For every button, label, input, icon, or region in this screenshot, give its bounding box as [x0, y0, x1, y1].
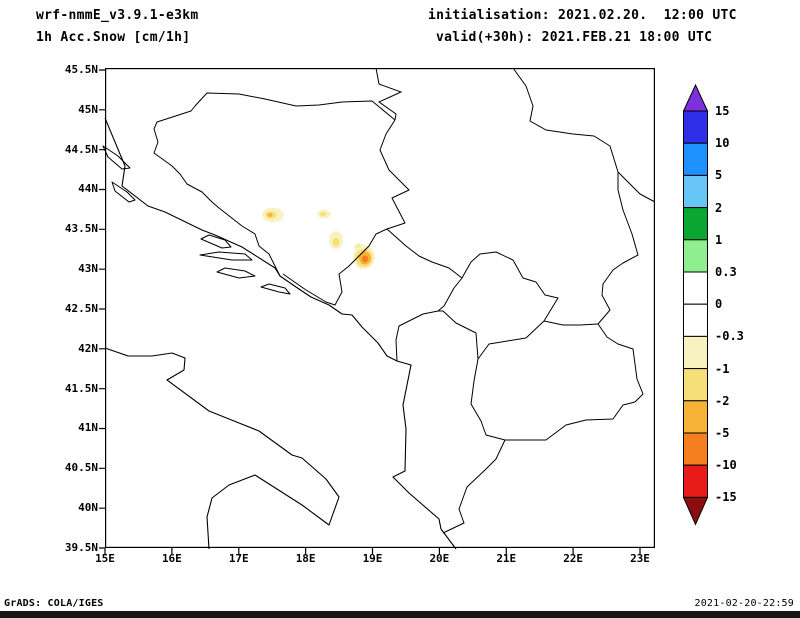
lat-label: 44.5N — [64, 142, 98, 156]
lon-label: 18E — [295, 552, 316, 565]
colorbar-segment — [683, 110, 708, 144]
lon-label: 15E — [95, 552, 115, 565]
colorbar-label: 5 — [715, 168, 723, 182]
lat-label: 41.5N — [64, 381, 98, 395]
border-albania-macedonia — [470, 358, 506, 441]
colorbar-segment — [683, 432, 708, 466]
colorbar-label: 15 — [715, 104, 730, 118]
colorbar-segment — [683, 174, 708, 209]
colorbar-arrow-top — [683, 84, 709, 112]
border-croatia-serbia-danube — [375, 67, 403, 121]
border-macedonia-bulgaria — [597, 323, 644, 403]
lon-label: 22E — [563, 552, 584, 565]
snow-patch — [332, 238, 340, 246]
coastline-italy — [104, 347, 340, 550]
snow-patch-herzegovina-west — [262, 208, 284, 222]
colorbar: 15 10 5 2 1 0.3 0 -0.3 -1 -2 -5 -10 -15 — [683, 84, 763, 526]
axis-ticks-left — [99, 69, 105, 549]
grads-credit: GrADS: COLA/IGES — [4, 598, 104, 609]
snow-patch — [361, 255, 369, 263]
border-montenegro — [386, 228, 463, 362]
colorbar-segment — [683, 303, 708, 337]
lon-label: 17E — [228, 552, 249, 565]
colorbar-label: 1 — [715, 233, 723, 247]
lat-label: 42.5N — [64, 301, 98, 315]
colorbar-segment — [683, 271, 708, 305]
border-bosnia-south-east — [282, 119, 410, 306]
lon-label: 21E — [496, 552, 517, 565]
map-frame — [105, 68, 655, 548]
colorbar-label: -2 — [715, 394, 730, 408]
valid-time: valid(+30h): 2021.FEB.21 18:00 UTC — [436, 30, 713, 45]
lat-label: 40N — [78, 501, 98, 515]
lat-label: 39.5N — [64, 540, 98, 554]
lat-label: 42N — [78, 341, 98, 355]
colorbar-scale — [683, 84, 709, 526]
colorbar-segment — [683, 207, 708, 241]
colorbar-label: 0 — [715, 297, 723, 311]
colorbar-label: 0.3 — [715, 265, 737, 279]
lon-label: 23E — [630, 552, 650, 565]
colorbar-arrow-bottom — [683, 496, 709, 526]
lat-label: 41N — [78, 421, 98, 435]
initialisation-time: initialisation: 2021.02.20. 12:00 UTC — [428, 8, 737, 23]
bottom-edge-bar — [0, 611, 800, 618]
colorbar-segment — [683, 335, 708, 370]
snow-patch-east-bosnia — [329, 231, 343, 249]
snow-patch-sarajevo-area — [317, 209, 331, 219]
lon-axis-labels: 15E 16E 17E 18E 19E 20E 21E 22E 23E — [87, 552, 658, 565]
model-title: wrf-nmmE_v3.9.1-e3km — [36, 8, 199, 23]
colorbar-label: -5 — [715, 426, 730, 440]
coastline-adriatic-east — [104, 117, 457, 550]
lat-label: 45.5N — [64, 63, 98, 76]
colorbar-label: -10 — [715, 458, 737, 472]
lat-label: 43N — [78, 262, 98, 276]
border-macedonia-greece — [505, 401, 636, 441]
snow-patch — [267, 213, 273, 217]
lon-label: 16E — [161, 552, 182, 565]
colorbar-segment — [683, 400, 708, 434]
variable-title: 1h Acc.Snow [cm/1h] — [36, 30, 191, 45]
border-serbia-romania-danube — [512, 67, 656, 203]
colorbar-label: -0.3 — [715, 329, 744, 343]
border-albania-greece — [442, 439, 506, 534]
colorbar-label: -15 — [715, 490, 737, 504]
colorbar-segment — [683, 464, 708, 498]
colorbar-label: 10 — [715, 136, 730, 150]
colorbar-segment — [683, 239, 708, 273]
axis-ticks-bottom — [104, 548, 641, 554]
lat-label: 43.5N — [64, 222, 98, 236]
lat-axis-labels: 45.5N 45N 44.5N 44N 43.5N 43N 42.5N 42N … — [30, 62, 98, 556]
border-bosnia-north-west — [153, 92, 396, 277]
lat-label: 45N — [78, 102, 98, 116]
lat-label: 44N — [78, 182, 98, 196]
map-canvas — [99, 67, 656, 554]
lon-label: 19E — [362, 552, 383, 565]
border-serbia-bulgaria — [597, 172, 639, 325]
colorbar-label: -1 — [715, 362, 730, 376]
lon-label: 20E — [429, 552, 450, 565]
snow-patch — [320, 212, 326, 216]
colorbar-segment — [683, 368, 708, 402]
creation-timestamp: 2021-02-20-22:59 — [694, 598, 794, 609]
snow-patch-durmitor — [353, 243, 375, 269]
border-serbia-macedonia — [543, 320, 599, 326]
colorbar-segment — [683, 142, 708, 176]
border-kosovo — [438, 251, 559, 360]
colorbar-label: 2 — [715, 201, 723, 215]
islands-dalmatian — [102, 145, 291, 295]
lat-label: 40.5N — [64, 461, 98, 475]
